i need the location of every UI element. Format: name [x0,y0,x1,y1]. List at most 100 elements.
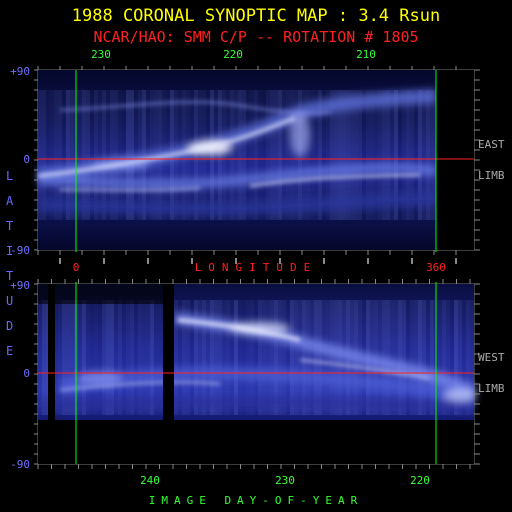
chart-title: 1988 CORONAL SYNOPTIC MAP : 3.4 Rsun [71,6,441,26]
east-heatmap-column [122,90,126,220]
west-heatmap-column [406,300,410,415]
west-heatmap-column [318,300,322,415]
west-heatmap-column [186,300,190,415]
west-heatmap-column [262,300,266,415]
east-heatmap-column [338,90,342,220]
east-heatmap-column [210,90,214,220]
east-heatmap-column [98,90,102,220]
east-heatmap-column [82,90,86,220]
east-heatmap-column [282,90,286,220]
east-heatmap-column [222,90,226,220]
bottom-tick-label: 220 [410,474,430,487]
east-heatmap-column [290,90,294,220]
west-heatmap-column [110,300,114,415]
west-heatmap-column [282,300,286,415]
west-heatmap-column [102,300,106,415]
east-heatmap-column [342,90,346,220]
east-heatmap-column [274,90,278,220]
west-heatmap-column [238,300,242,415]
east-heatmap-column [38,90,42,220]
east-heatmap-column [230,90,234,220]
west-panel-nodata-top [38,284,174,304]
west-heatmap-column [130,300,134,415]
east-heatmap-column [350,90,354,220]
west-heatmap-column [62,300,66,415]
west-heatmap-column [418,300,422,415]
west-heatmap-column [210,300,214,415]
west-heatmap-column [398,300,402,415]
east-heatmap-column [258,90,262,220]
west-heatmap-column [326,300,330,415]
west-heatmap-column [286,300,290,415]
west-heatmap-column [250,300,254,415]
east-heatmap-column [42,90,46,220]
east-heatmap-column [406,90,410,220]
west-heatmap-column [198,300,202,415]
east-heatmap-column [326,90,330,220]
east-heatmap-column [78,90,82,220]
east-limb-label-1: EAST [478,138,505,151]
east-heatmap-column [318,90,322,220]
west-heatmap-column [386,300,390,415]
west-heatmap-column [306,300,310,415]
latitude-label-letter: A [6,194,14,208]
east-heatmap-column [310,90,314,220]
west-heatmap-column [178,300,182,415]
latitude-label-letter: L [6,169,13,183]
latitude-label-letter: T [6,219,13,233]
east-heatmap-column [382,90,386,220]
east-heatmap-column [390,90,394,220]
east-heatmap-column [278,90,282,220]
west-heatmap-column [66,300,70,415]
west-heatmap-column [122,300,126,415]
west-heatmap-column [462,300,466,415]
west-heatmap-column [290,300,294,415]
west-heatmap-column [266,300,270,415]
west-heatmap-column [94,300,98,415]
west-heatmap-column [394,300,398,415]
east-limb-label-2: LIMB [478,169,505,182]
west-heatmap-column [154,300,158,415]
longitude-min-label: 0 [73,261,80,274]
east-heatmap-column [266,90,270,220]
east-heatmap-column [334,90,338,220]
west-heatmap-column [314,300,318,415]
west-heatmap-column [214,300,218,415]
west-data-gap-2 [163,284,174,434]
west-heatmap-column [466,300,470,415]
west-heatmap-column [298,300,302,415]
west-heatmap-column [278,300,282,415]
west-heatmap-column [78,300,82,415]
longitude-max-label: 360 [426,261,446,274]
west-axis-ticks [34,279,480,469]
east-heatmap-column [54,90,58,220]
west-heatmap-column [330,300,334,415]
west-heatmap-column [402,300,406,415]
west-heatmap-column [410,300,414,415]
west-limb-panel [34,279,480,469]
east-heatmap-column [254,90,258,220]
chart-subtitle: NCAR/HAO: SMM C/P -- ROTATION # 1805 [93,28,419,46]
east-heatmap-column [110,90,114,220]
east-heatmap-column [346,90,350,220]
west-heatmap-column [442,300,446,415]
west-heatmap-column [190,300,194,415]
west-heatmap-column [90,300,94,415]
west-heatmap-column [54,300,58,415]
east-heatmap-column [94,90,98,220]
west-heatmap-column [458,300,462,415]
lat-tick-label: +90 [10,279,30,292]
east-heatmap-column [214,90,218,220]
west-heatmap-column [234,300,238,415]
east-panel-nodata [436,70,474,250]
east-limb-panel [34,66,480,264]
east-heatmap-column [314,90,318,220]
east-heatmap-column [58,90,62,220]
east-heatmap-column [206,90,210,220]
latitude-label-letter: T [6,269,13,283]
east-heatmap-column [106,90,110,220]
east-heatmap-column [86,90,90,220]
west-heatmap-column [422,300,426,415]
